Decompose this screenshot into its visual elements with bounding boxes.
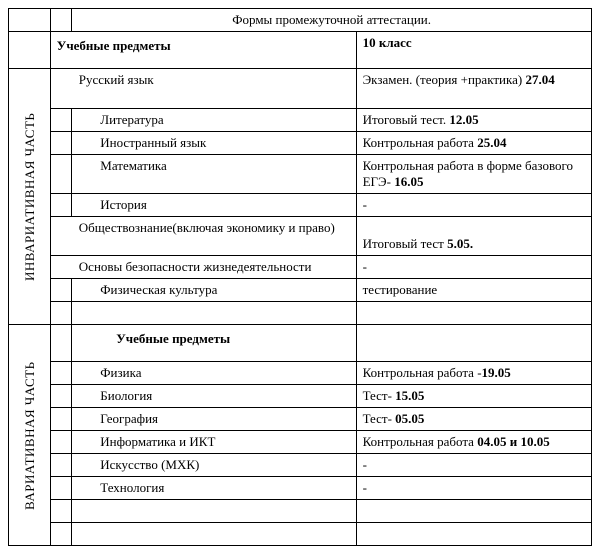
result-date: 05.05 xyxy=(395,411,424,426)
result-text: Контрольная работа xyxy=(363,135,478,150)
spacer xyxy=(50,132,71,155)
subject-cell: Биология xyxy=(72,385,356,408)
spacer xyxy=(50,385,71,408)
subject-cell: Информатика и ИКТ xyxy=(72,431,356,454)
attestation-table: Формы промежуточной аттестации. Учебные … xyxy=(8,8,592,546)
result-date: 15.05 xyxy=(395,388,424,403)
subject-cell: Обществознание(включая экономику и право… xyxy=(50,217,356,256)
spacer xyxy=(50,302,71,325)
section1-label: ИНВАРИАТИВНАЯ ЧАСТЬ xyxy=(9,69,51,325)
empty-cell xyxy=(356,302,591,325)
section2-label: ВАРИАТИВНАЯ ЧАСТЬ xyxy=(9,325,51,546)
spacer xyxy=(50,454,71,477)
empty-cell xyxy=(356,500,591,523)
spacer xyxy=(9,9,51,32)
result-cell: Итоговый тест. 12.05 xyxy=(356,109,591,132)
result-cell: Контрольная работа 25.04 xyxy=(356,132,591,155)
spacer xyxy=(50,109,71,132)
subject-cell: Технология xyxy=(72,477,356,500)
empty-cell xyxy=(72,500,356,523)
result-text: Итоговый тест xyxy=(363,236,447,251)
spacer xyxy=(50,431,71,454)
empty-cell xyxy=(356,523,591,546)
result-date: 16.05 xyxy=(394,174,423,189)
result-text: Контрольная работа xyxy=(363,434,478,449)
result-cell: Контрольная работа -19.05 xyxy=(356,362,591,385)
spacer xyxy=(50,155,71,194)
result-text: Контрольная работа - xyxy=(363,365,482,380)
result-cell: Контрольная работа в форме базового ЕГЭ-… xyxy=(356,155,591,194)
empty-cell xyxy=(72,523,356,546)
result-cell: Контрольная работа 04.05 и 10.05 xyxy=(356,431,591,454)
result-cell: тестирование xyxy=(356,279,591,302)
result-date: 27.04 xyxy=(525,72,554,87)
result-date: 19.05 xyxy=(482,365,511,380)
subject-cell: История xyxy=(72,194,356,217)
result-cell: - xyxy=(356,194,591,217)
subject-text: Обществознание(включая экономику и право… xyxy=(57,220,335,235)
result-date: 25.04 xyxy=(477,135,506,150)
spacer xyxy=(50,523,71,546)
empty-cell xyxy=(356,325,591,362)
subject-cell: География xyxy=(72,408,356,431)
spacer xyxy=(50,194,71,217)
subject-cell: Основы безопасности жизнедеятельности xyxy=(50,256,356,279)
result-date: 12.05 xyxy=(449,112,478,127)
result-cell: Итоговый тест 5.05. xyxy=(356,217,591,256)
spacer xyxy=(50,279,71,302)
result-cell: - xyxy=(356,454,591,477)
result-text: Тест- xyxy=(363,388,396,403)
result-cell: Тест- 15.05 xyxy=(356,385,591,408)
subjects-header: Учебные предметы xyxy=(50,32,356,69)
spacer xyxy=(50,362,71,385)
result-text: Итоговый тест. xyxy=(363,112,450,127)
subject-cell: Искусство (МХК) xyxy=(72,454,356,477)
spacer xyxy=(50,477,71,500)
result-date: 5.05. xyxy=(447,236,473,251)
grade-header: 10 класс xyxy=(356,32,591,69)
spacer xyxy=(50,408,71,431)
spacer xyxy=(50,500,71,523)
result-text: Тест- xyxy=(363,411,396,426)
result-cell: - xyxy=(356,477,591,500)
result-cell: Экзамен. (теория +практика) 27.04 xyxy=(356,69,591,109)
result-cell: Тест- 05.05 xyxy=(356,408,591,431)
result-cell: - xyxy=(356,256,591,279)
result-text: Экзамен. (теория +практика) xyxy=(363,72,526,87)
empty-cell xyxy=(72,302,356,325)
subject-cell: Иностранный язык xyxy=(72,132,356,155)
result-date: 04.05 и 10.05 xyxy=(477,434,550,449)
subject-cell: Математика xyxy=(72,155,356,194)
spacer xyxy=(50,9,71,32)
subject-cell: Физика xyxy=(72,362,356,385)
table-title: Формы промежуточной аттестации. xyxy=(72,9,592,32)
subject-cell: Русский язык xyxy=(50,69,356,109)
subjects-header-2: Учебные предметы xyxy=(72,325,356,362)
spacer xyxy=(50,325,71,362)
subject-cell: Физическая культура xyxy=(72,279,356,302)
subject-cell: Литература xyxy=(72,109,356,132)
subject-text: Основы безопасности жизнедеятельности xyxy=(57,259,312,274)
spacer xyxy=(9,32,51,69)
